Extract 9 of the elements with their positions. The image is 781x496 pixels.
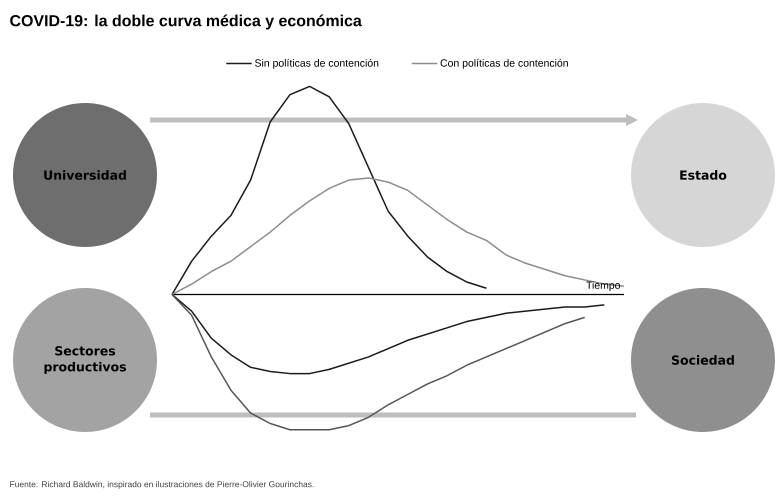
source-note: Fuente: Richard Baldwin, inspirado en ilustraciones de Pierre-Olivier Gourinchas. [10,481,314,489]
text: Estado [680,170,726,180]
legend-label: Con políticas de contención [440,58,568,69]
text: Sociedad [672,355,734,365]
text: Sectores productivos [44,346,126,374]
chart-title: COVID-19: la doble curva médica y económica [10,14,362,30]
legend-label: Sin políticas de contención [255,58,378,69]
x-axis-title: Tiempo [586,281,620,291]
text: Universidad [44,170,126,180]
